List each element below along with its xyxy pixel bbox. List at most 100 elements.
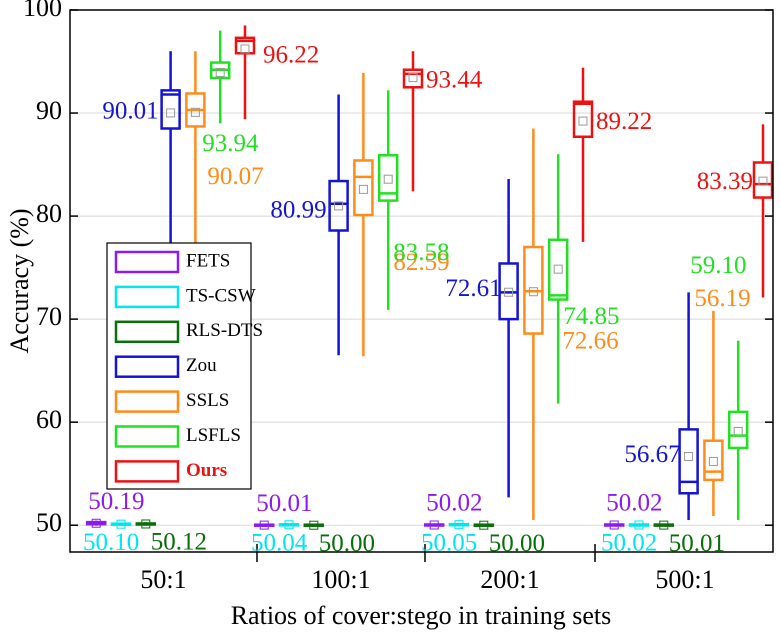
y-tick-label: 80: [36, 199, 62, 228]
y-tick-label: 90: [36, 96, 62, 125]
legend-swatch: [114, 320, 180, 344]
legend-swatch: [114, 460, 180, 483]
value-label: 72.61: [445, 275, 501, 302]
box-group: 50.02: [603, 490, 662, 530]
mean-marker: [91, 518, 101, 528]
legend-label: TS-CSW: [186, 285, 256, 306]
box-group: 59.10: [690, 252, 749, 521]
box-group: 90.07: [185, 51, 264, 254]
mean-marker: [309, 520, 319, 530]
box-group: 83.39: [697, 124, 774, 298]
legend-label: RLS-DTS: [186, 320, 263, 341]
box: [703, 439, 724, 482]
mean-marker: [408, 73, 418, 83]
box-group: 50.19: [85, 488, 144, 528]
value-label: 90.01: [102, 98, 158, 125]
box: [727, 410, 749, 450]
box-group: 93.94: [202, 30, 259, 157]
mean-marker: [758, 176, 768, 186]
mean-marker: [504, 287, 514, 297]
y-axis-label: Accuracy (%): [5, 208, 34, 353]
mean-marker: [528, 287, 538, 297]
mean-marker: [634, 520, 644, 530]
legend-swatch: [114, 250, 180, 274]
value-label: 59.10: [690, 252, 746, 279]
legend-swatch: [114, 355, 180, 378]
mean-marker: [479, 520, 489, 530]
box: [160, 89, 181, 130]
value-label: 50.01: [669, 530, 725, 557]
value-label: 56.19: [694, 285, 750, 312]
mean-marker: [215, 67, 225, 77]
box: [377, 154, 399, 202]
legend-label: LSFLS: [186, 425, 241, 446]
mean-marker: [578, 116, 588, 126]
value-label: 93.94: [202, 130, 259, 157]
y-tick-label: 100: [23, 0, 62, 22]
value-label: 72.66: [562, 327, 618, 354]
box-group: 89.22: [572, 67, 652, 242]
legend: FETS TS-CSW RLS-DTS Zou SSLS LSFLS Ours: [106, 242, 263, 490]
value-label: 50.00: [489, 530, 545, 557]
mean-marker: [284, 520, 294, 530]
box-group: 72.61: [445, 178, 519, 498]
value-label: 50.02: [426, 490, 482, 517]
value-label: 50.02: [606, 490, 662, 517]
box-group: 56.67: [624, 292, 699, 521]
legend-swatch: [114, 425, 180, 448]
box-group: 56.19: [694, 285, 751, 516]
box-group: 82.59: [353, 72, 450, 357]
x-axis-label: Ratios of cover:stego in training sets: [231, 601, 612, 630]
mean-marker: [334, 201, 344, 211]
legend-label: Ours: [186, 460, 227, 481]
x-tick-label: 200:1: [480, 565, 539, 594]
mean-marker: [240, 44, 250, 54]
box-group: 90.01: [102, 51, 181, 262]
box-group: 83.58: [377, 90, 449, 310]
y-tick-label: 70: [36, 302, 62, 331]
mean-marker: [358, 184, 368, 194]
box-group: 74.85: [547, 154, 619, 404]
value-label: 50.19: [88, 488, 144, 515]
mean-marker: [259, 520, 269, 530]
mean-marker: [553, 264, 563, 274]
box: [572, 100, 594, 138]
value-label: 82.59: [393, 249, 449, 276]
value-label: 89.22: [596, 108, 652, 135]
value-label: 50.00: [319, 530, 375, 557]
mean-marker: [166, 108, 176, 118]
mean-marker: [708, 456, 718, 466]
value-label: 56.67: [624, 441, 680, 468]
y-tick-label: 60: [36, 405, 62, 434]
x-tick-label: 500:1: [655, 565, 714, 594]
mean-marker: [429, 520, 439, 530]
box: [752, 161, 774, 199]
x-tick-label: 100:1: [311, 565, 370, 594]
value-label: 50.12: [151, 529, 207, 556]
box-group: 50.01: [253, 490, 312, 530]
legend-label: FETS: [186, 250, 230, 271]
value-label: 93.44: [426, 66, 483, 93]
legend-swatch: [114, 285, 180, 309]
value-label: 83.39: [697, 168, 753, 195]
box-group: 50.12: [135, 519, 207, 556]
mean-marker: [659, 520, 669, 530]
legend-swatch: [114, 390, 180, 413]
box: [547, 238, 569, 301]
y-tick-label: 50: [36, 508, 62, 537]
mean-marker: [609, 520, 619, 530]
x-tick-label: 50:1: [140, 565, 186, 594]
axes-frame: [69, 9, 774, 553]
box: [353, 159, 374, 217]
mean-marker: [733, 426, 743, 436]
box-group: 93.44: [402, 51, 483, 192]
value-label: 83.58: [393, 239, 449, 266]
mean-marker: [141, 519, 151, 529]
legend-label: Zou: [186, 355, 217, 376]
box-group: 96.22: [234, 25, 319, 120]
value-label: 90.07: [207, 163, 263, 190]
value-label: 50.01: [256, 490, 312, 517]
box-group: 72.66: [523, 128, 619, 521]
mean-marker: [684, 451, 694, 461]
